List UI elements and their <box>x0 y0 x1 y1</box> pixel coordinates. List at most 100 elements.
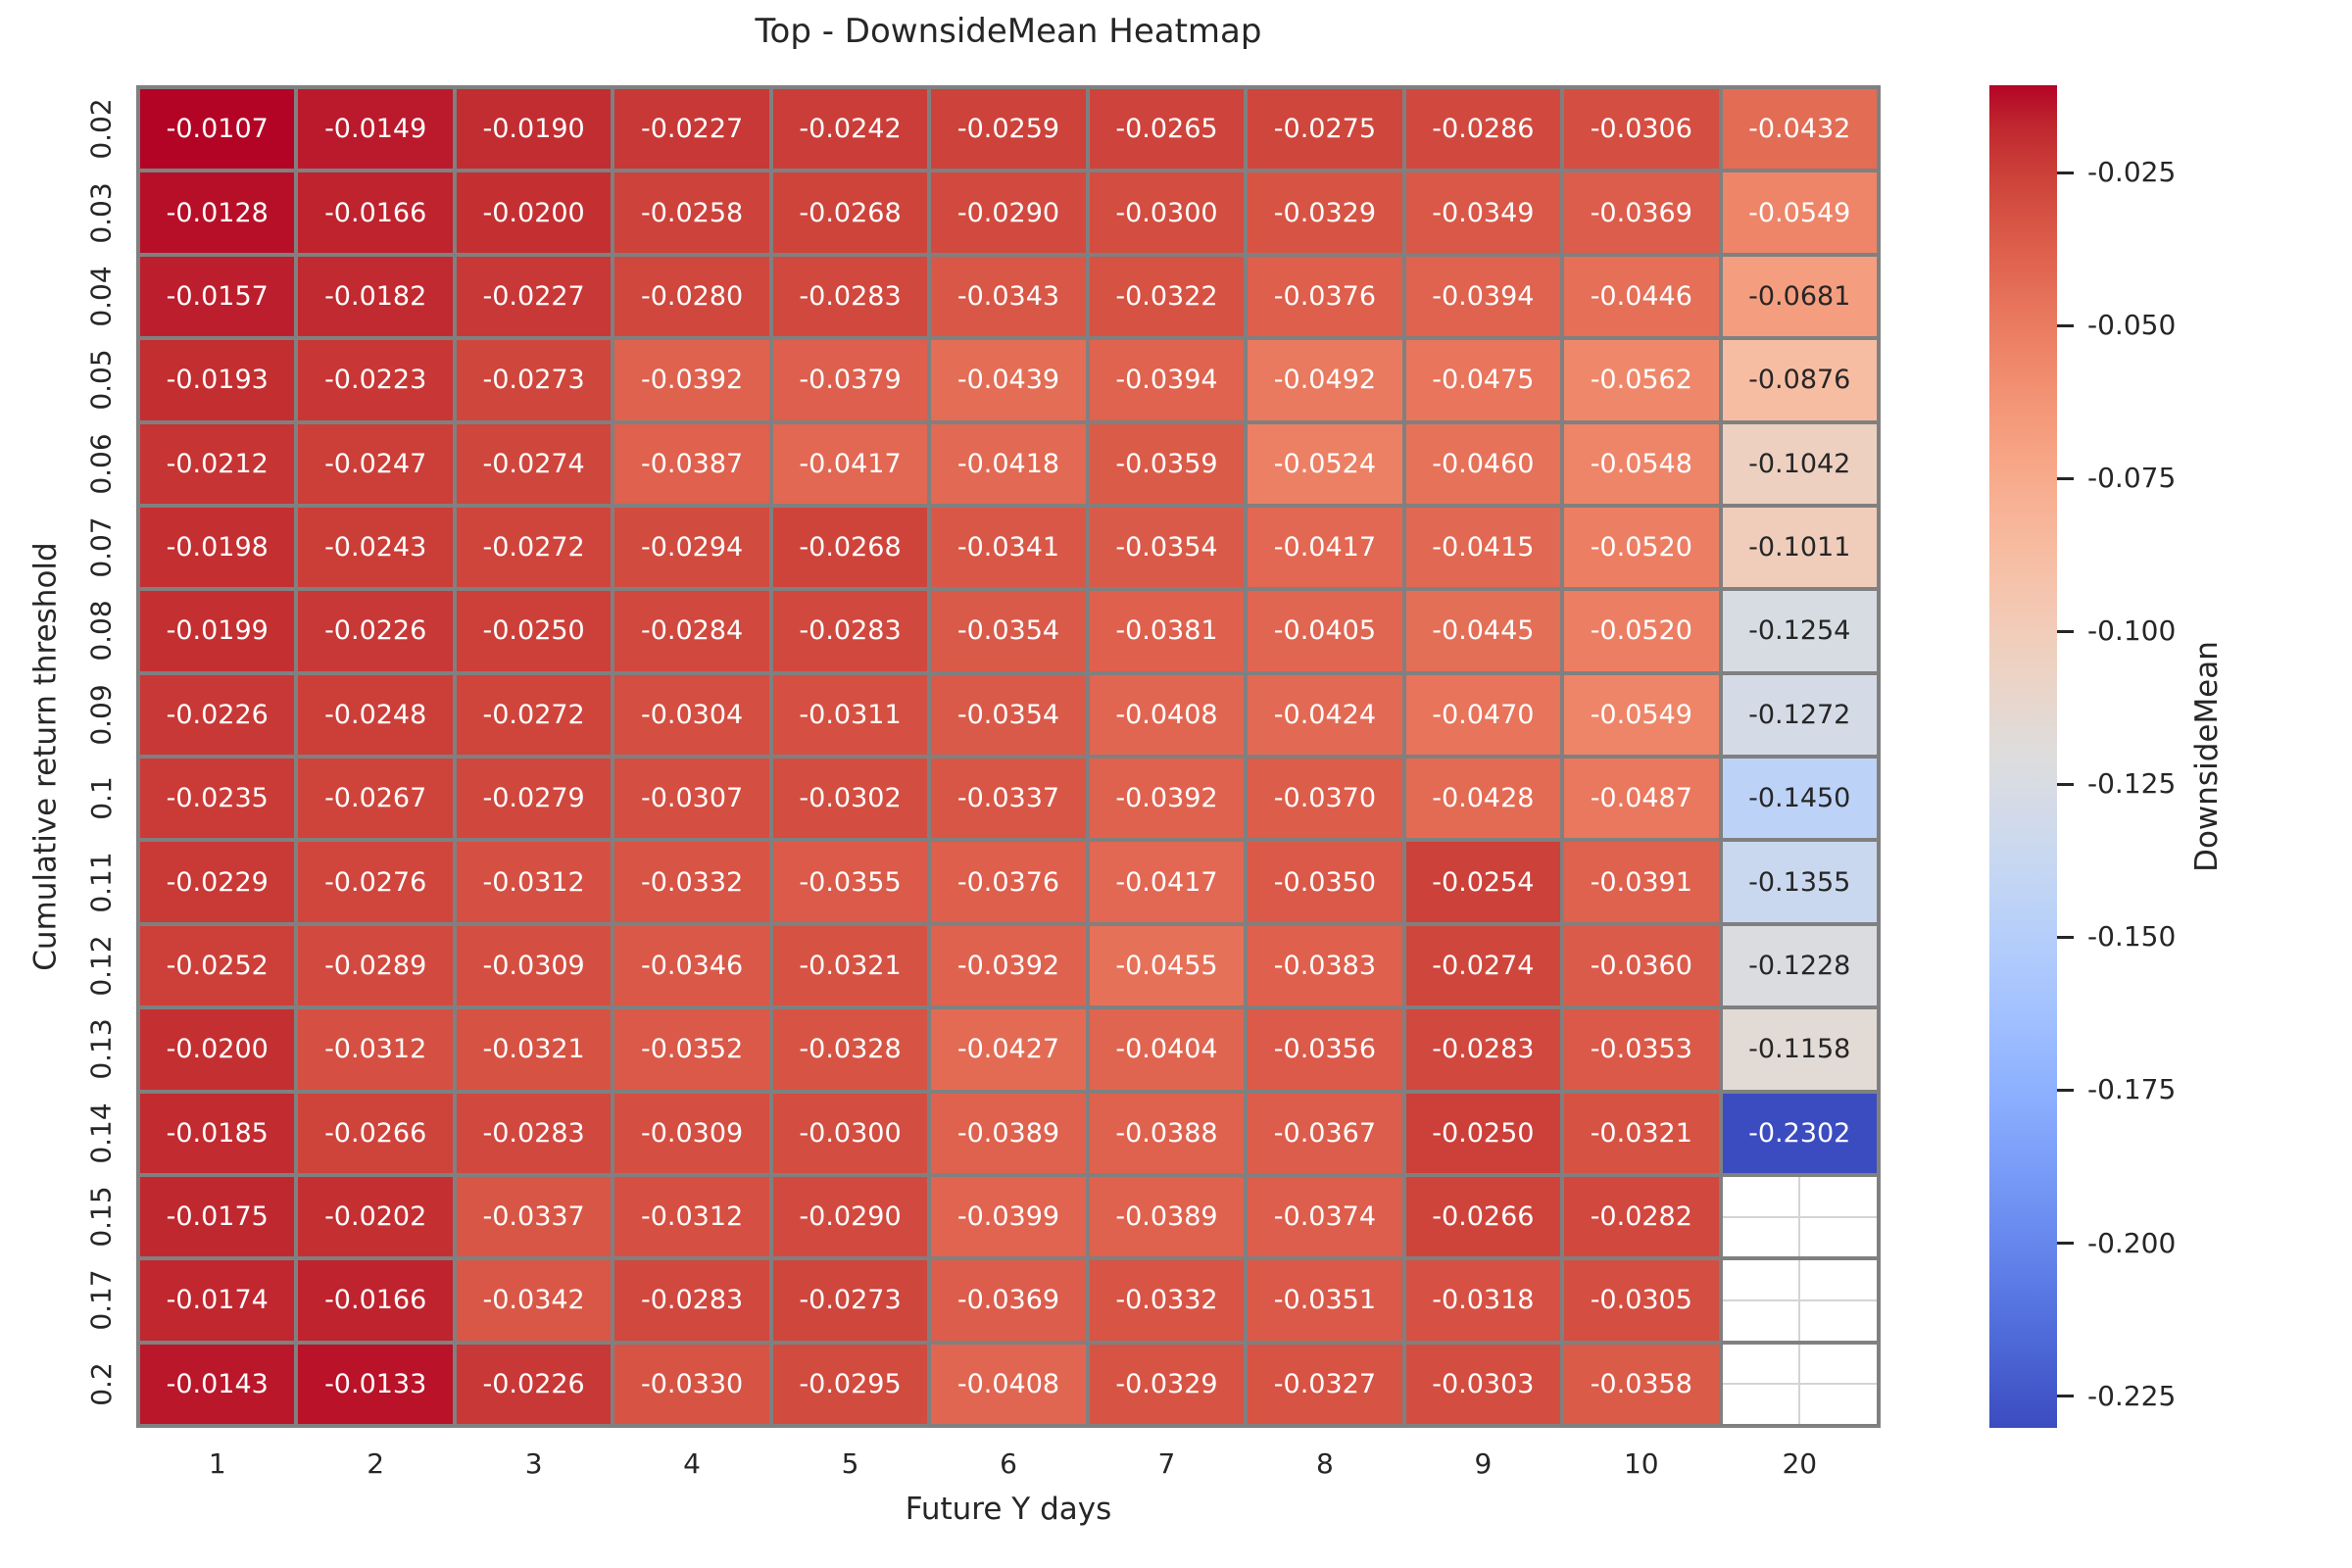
heatmap-cell: -0.0341 <box>931 507 1086 588</box>
heatmap-cell: -0.0359 <box>1089 423 1245 504</box>
heatmap-cell: -0.0273 <box>456 340 612 420</box>
colorbar-tick-label: -0.200 <box>2087 1226 2177 1259</box>
heatmap-cell: -0.0302 <box>772 759 928 839</box>
y-axis-label: Cumulative return threshold <box>28 542 65 971</box>
x-tick-label: 7 <box>1157 1446 1176 1480</box>
heatmap-cell: -0.0200 <box>456 172 612 253</box>
x-tick-label: 9 <box>1474 1446 1493 1480</box>
heatmap-cell: -0.0417 <box>772 423 928 504</box>
heatmap-cell: -0.0417 <box>1248 507 1402 588</box>
heatmap-cell: -0.0200 <box>140 1009 295 1090</box>
heatmap-cell: -0.0212 <box>140 423 295 504</box>
heatmap-cell: -0.0354 <box>931 674 1086 755</box>
x-axis-label: Future Y days <box>905 1492 1112 1527</box>
colorbar-tick-mark <box>2057 323 2074 327</box>
y-tick-label: 0.14 <box>84 1102 118 1164</box>
colorbar-tick-label: -0.150 <box>2087 920 2177 954</box>
x-tick-label: 10 <box>1623 1446 1659 1480</box>
heatmap-cell: -0.1355 <box>1722 842 1877 922</box>
heatmap-cell: -0.0388 <box>1089 1093 1245 1173</box>
heatmap-cell: -0.0283 <box>1405 1009 1561 1090</box>
heatmap-cell: -0.0520 <box>1564 507 1719 588</box>
heatmap-cell: -0.0391 <box>1564 842 1719 922</box>
heatmap-cell: -0.0283 <box>772 591 928 671</box>
colorbar-tick-label: -0.075 <box>2087 462 2177 495</box>
colorbar-label: DownsideMean <box>2189 641 2226 872</box>
heatmap-cell: -0.0307 <box>614 759 769 839</box>
heatmap-cell: -0.0252 <box>140 925 295 1006</box>
y-tick-label: 0.05 <box>84 349 118 411</box>
heatmap-cell: -0.0272 <box>456 674 612 755</box>
heatmap-cell: -0.0223 <box>298 340 453 420</box>
heatmap-cell: -0.0392 <box>1089 759 1245 839</box>
heatmap-cell: -0.0367 <box>1248 1093 1402 1173</box>
heatmap-cell: -0.0286 <box>1405 89 1561 170</box>
heatmap-cell: -0.0198 <box>140 507 295 588</box>
heatmap-cell: -0.0283 <box>772 256 928 337</box>
y-tick-label: 0.06 <box>84 433 118 495</box>
heatmap-cell: -0.0254 <box>1405 842 1561 922</box>
heatmap-cell: -0.1011 <box>1722 507 1877 588</box>
heatmap-cell: -0.1450 <box>1722 759 1877 839</box>
heatmap-cell: -0.0520 <box>1564 591 1719 671</box>
heatmap-cell: -0.0265 <box>1089 89 1245 170</box>
heatmap-cell: -0.0329 <box>1248 172 1402 253</box>
y-tick-label: 0.04 <box>84 266 118 327</box>
heatmap-cell: -0.0352 <box>614 1009 769 1090</box>
heatmap-cell: -0.0250 <box>1405 1093 1561 1173</box>
heatmap-cell: -0.0355 <box>772 842 928 922</box>
heatmap-cell: -0.0309 <box>456 925 612 1006</box>
heatmap-cell: -0.0321 <box>456 1009 612 1090</box>
x-axis-tick-labels: 1 2 3 4 5 6 7 8 9 10 20 <box>136 1438 1881 1489</box>
heatmap-cell: -0.0356 <box>1248 1009 1402 1090</box>
heatmap-cell-empty <box>1722 1260 1877 1341</box>
heatmap-cell: -0.0418 <box>931 423 1086 504</box>
heatmap-cell: -0.0295 <box>772 1344 928 1424</box>
y-tick-label: 0.15 <box>84 1186 118 1248</box>
heatmap-cell: -0.0311 <box>772 674 928 755</box>
heatmap-cell: -0.0353 <box>1564 1009 1719 1090</box>
heatmap-cell: -0.0128 <box>140 172 295 253</box>
heatmap-cell: -0.0376 <box>931 842 1086 922</box>
heatmap-cell: -0.0305 <box>1564 1260 1719 1341</box>
heatmap-cell: -0.0247 <box>298 423 453 504</box>
heatmap-cell: -0.0266 <box>1405 1176 1561 1257</box>
heatmap-cell: -0.0227 <box>456 256 612 337</box>
heatmap-cell: -0.0327 <box>1248 1344 1402 1424</box>
heatmap-cell: -0.0549 <box>1722 172 1877 253</box>
heatmap-cell: -0.0417 <box>1089 842 1245 922</box>
heatmap-cell: -0.0350 <box>1248 842 1402 922</box>
colorbar-tick-label: -0.175 <box>2087 1073 2177 1106</box>
x-tick-label: 4 <box>683 1446 701 1480</box>
heatmap-cell: -0.0439 <box>931 340 1086 420</box>
heatmap-cell: -0.0248 <box>298 674 453 755</box>
heatmap-cell: -0.0193 <box>140 340 295 420</box>
heatmap-cell: -0.0562 <box>1564 340 1719 420</box>
heatmap-cell: -0.0524 <box>1248 423 1402 504</box>
heatmap-cell: -0.0166 <box>298 1260 453 1341</box>
x-tick-label: 6 <box>1000 1446 1017 1480</box>
heatmap-cell: -0.0492 <box>1248 340 1402 420</box>
heatmap-cell: -0.0322 <box>1089 256 1245 337</box>
heatmap-cell: -0.0405 <box>1248 591 1402 671</box>
heatmap-cell: -0.0157 <box>140 256 295 337</box>
heatmap-cell: -0.0408 <box>931 1344 1086 1424</box>
heatmap-cell: -0.0389 <box>1089 1176 1245 1257</box>
heatmap-cell: -0.0370 <box>1248 759 1402 839</box>
heatmap-cell: -0.0394 <box>1089 340 1245 420</box>
heatmap-cell: -0.0279 <box>456 759 612 839</box>
heatmap-cell: -0.0304 <box>614 674 769 755</box>
heatmap-cell: -0.0226 <box>456 1344 612 1424</box>
x-tick-label: 8 <box>1315 1446 1334 1480</box>
heatmap-cell: -0.0389 <box>931 1093 1086 1173</box>
heatmap-cell: -0.0351 <box>1248 1260 1402 1341</box>
y-tick-label: 0.09 <box>84 684 118 746</box>
heatmap-cell: -0.0455 <box>1089 925 1245 1006</box>
chart-title: Top - DownsideMean Heatmap <box>755 12 1262 51</box>
heatmap-cell: -0.0432 <box>1722 89 1877 170</box>
heatmap-cell: -0.0268 <box>772 172 928 253</box>
y-axis-tick-labels: 0.02 0.03 0.04 0.05 0.06 0.07 0.08 0.09 0.1 0.11 0… <box>71 85 127 1428</box>
heatmap-cell: -0.0428 <box>1405 759 1561 839</box>
heatmap-cell: -0.0274 <box>456 423 612 504</box>
heatmap-cell: -0.0300 <box>1089 172 1245 253</box>
